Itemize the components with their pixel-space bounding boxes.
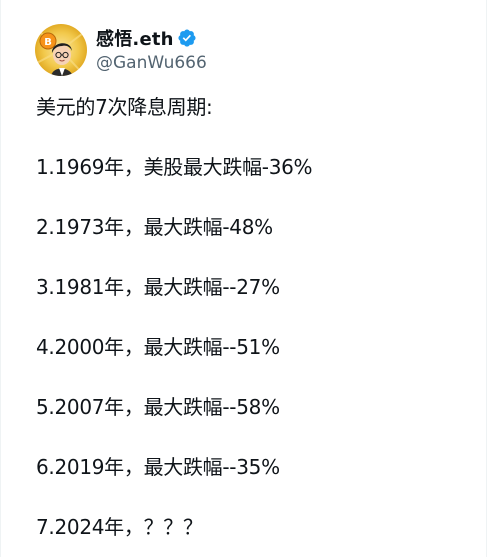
line-gap	[36, 122, 312, 152]
tweet-line: 1.1969年，美股最大跌幅-36%	[36, 155, 313, 179]
line-gap	[36, 302, 312, 332]
tweet-text: 美元的7次降息周期: 1.1969年，美股最大跌幅-36% 2.1973年，最大…	[36, 92, 313, 542]
author-handle[interactable]: @GanWu666	[96, 53, 207, 73]
tweet-line: 5.2007年，最大跌幅--58%	[36, 395, 280, 419]
tweet-line: 美元的7次降息周期:	[36, 95, 213, 119]
tweet-line: 2.1973年，最大跌幅-48%	[36, 215, 273, 239]
line-gap	[36, 482, 312, 512]
tweet-line: 3.1981年，最大跌幅--27%	[36, 275, 280, 299]
line-gap	[36, 182, 312, 212]
avatar-image: B	[35, 24, 87, 76]
tweet-line: 7.2024年，？？？	[36, 515, 203, 539]
tweet-line: 4.2000年，最大跌幅--51%	[36, 335, 280, 359]
author-name-link[interactable]: 感悟.eth	[96, 26, 207, 50]
line-gap	[36, 242, 312, 272]
line-gap	[36, 362, 312, 392]
verified-badge-icon	[177, 28, 197, 48]
author-names: 感悟.eth @GanWu666	[96, 24, 207, 73]
avatar[interactable]: B	[35, 24, 87, 76]
display-name: 感悟.eth	[96, 29, 174, 50]
tweet-header: B 感悟.eth	[35, 24, 207, 76]
svg-text:B: B	[44, 37, 52, 48]
line-gap	[36, 422, 312, 452]
tweet-line: 6.2019年，最大跌幅--35%	[36, 455, 280, 479]
